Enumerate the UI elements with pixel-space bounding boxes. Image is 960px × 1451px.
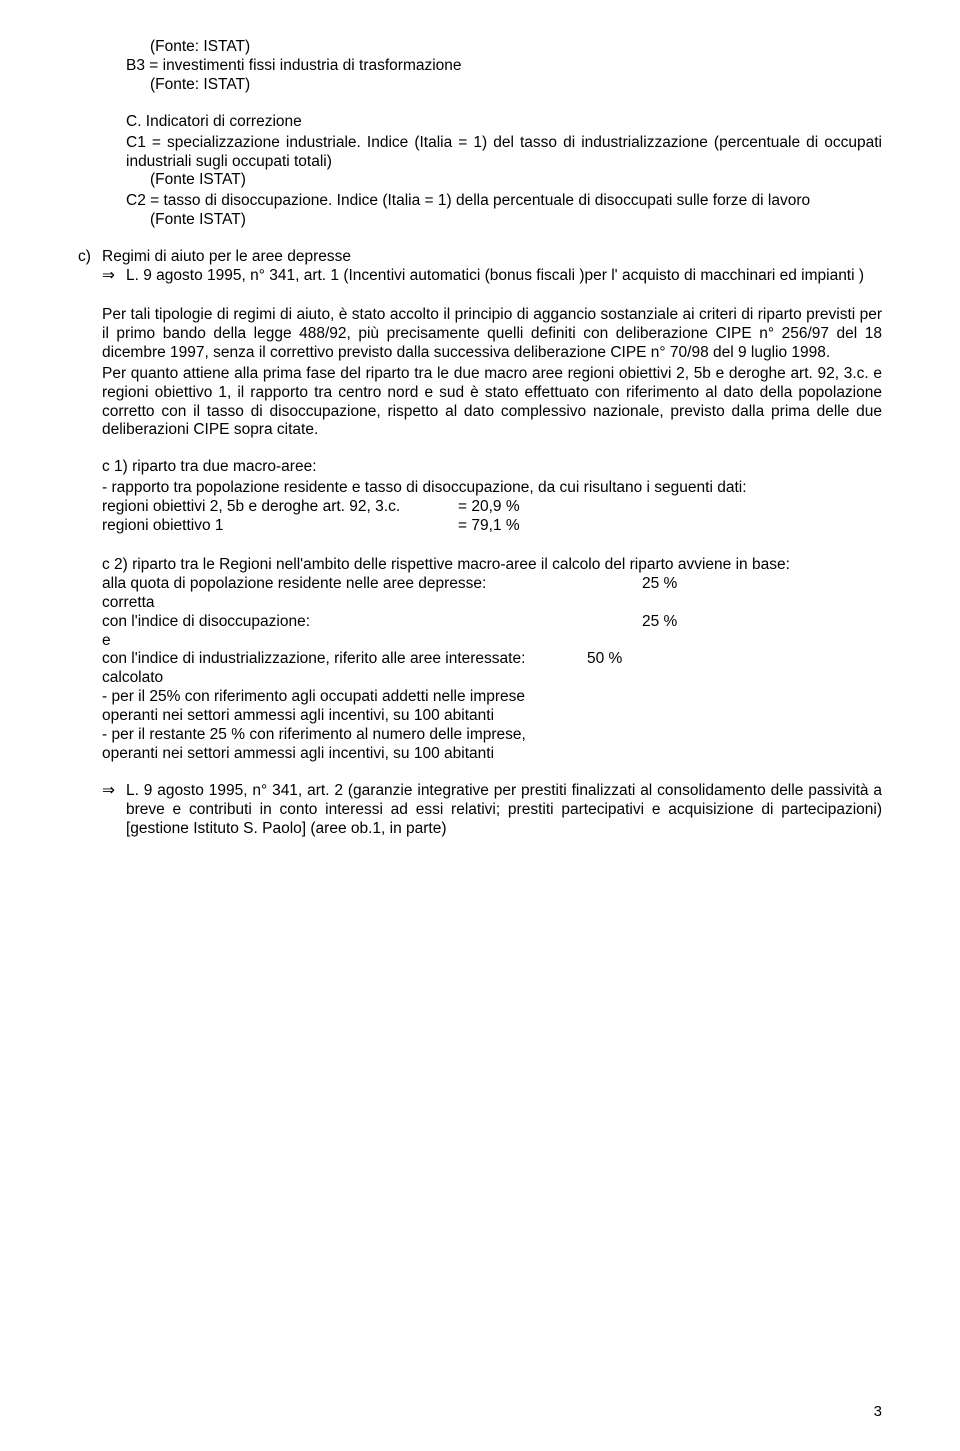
- line: e: [102, 632, 882, 651]
- data-row: con l'indice di disoccupazione: 25 %: [102, 613, 882, 632]
- line: - per il restante 25 % con riferimento a…: [102, 726, 882, 745]
- data-label: con l'indice di disoccupazione:: [102, 613, 642, 632]
- law-reference-text: L. 9 agosto 1995, n° 341, art. 2 (garanz…: [126, 782, 882, 839]
- line: operanti nei settori ammessi agli incent…: [102, 707, 882, 726]
- definition-c1: C1 = specializzazione industriale. Indic…: [78, 134, 882, 172]
- paragraph: Per quanto attiene alla prima fase del r…: [102, 365, 882, 441]
- subheading-c1: c 1) riparto tra due macro-aree:: [102, 458, 882, 477]
- source-line: (Fonte ISTAT): [78, 211, 882, 230]
- arrow-icon: ⇒: [102, 782, 126, 839]
- bullet-c: c): [78, 248, 102, 267]
- line: operanti nei settori ammessi agli incent…: [102, 745, 882, 764]
- source-line: (Fonte: ISTAT): [78, 38, 882, 57]
- line: - per il 25% con riferimento agli occupa…: [102, 688, 882, 707]
- line: - rapporto tra popolazione residente e t…: [102, 479, 882, 498]
- source-line: (Fonte: ISTAT): [78, 76, 882, 95]
- page-number: 3: [874, 1403, 882, 1421]
- data-value: = 79,1 %: [458, 517, 520, 536]
- arrow-icon: ⇒: [102, 267, 126, 286]
- data-label: regioni obiettivi 2, 5b e deroghe art. 9…: [102, 498, 458, 517]
- law-reference-text: L. 9 agosto 1995, n° 341, art. 1 (Incent…: [126, 267, 882, 286]
- source-line: (Fonte ISTAT): [78, 171, 882, 190]
- list-item-c: c) Regimi di aiuto per le aree depresse: [78, 248, 882, 267]
- data-row: regioni obiettivi 2, 5b e deroghe art. 9…: [102, 498, 882, 517]
- law-reference: ⇒ L. 9 agosto 1995, n° 341, art. 1 (Ince…: [78, 267, 882, 286]
- definition-c2: C2 = tasso di disoccupazione. Indice (It…: [78, 192, 882, 211]
- list-item-c-title: Regimi di aiuto per le aree depresse: [102, 248, 882, 267]
- data-value: 50 %: [587, 650, 622, 669]
- law-reference: ⇒ L. 9 agosto 1995, n° 341, art. 2 (gara…: [78, 782, 882, 839]
- data-value: 25 %: [642, 613, 677, 632]
- line: corretta: [102, 594, 882, 613]
- data-row: con l'indice di industrializzazione, rif…: [102, 650, 882, 669]
- data-label: alla quota di popolazione residente nell…: [102, 575, 642, 594]
- definition-b3: B3 = investimenti fissi industria di tra…: [78, 57, 882, 76]
- document-page: (Fonte: ISTAT) B3 = investimenti fissi i…: [0, 0, 960, 1451]
- heading-c: C. Indicatori di correzione: [78, 113, 882, 132]
- data-row: regioni obiettivo 1 = 79,1 %: [102, 517, 882, 536]
- data-label: regioni obiettivo 1: [102, 517, 458, 536]
- line: calcolato: [102, 669, 882, 688]
- subheading-c2: c 2) riparto tra le Regioni nell'ambito …: [102, 556, 882, 575]
- data-value: = 20,9 %: [458, 498, 520, 517]
- data-value: 25 %: [642, 575, 677, 594]
- data-row: alla quota di popolazione residente nell…: [102, 575, 882, 594]
- paragraph: Per tali tipologie di regimi di aiuto, è…: [102, 306, 882, 363]
- data-label: con l'indice di industrializzazione, rif…: [102, 650, 587, 669]
